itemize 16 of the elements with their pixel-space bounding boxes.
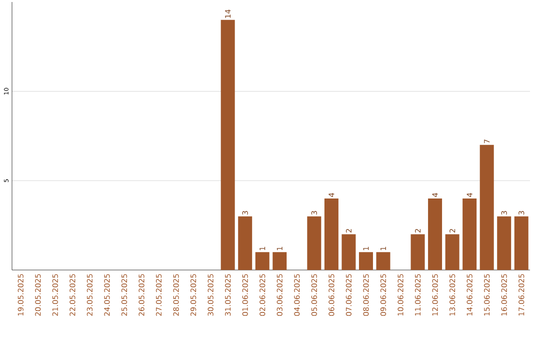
bar xyxy=(514,216,528,270)
bar xyxy=(342,234,356,270)
bar xyxy=(238,216,252,270)
bar xyxy=(445,234,460,270)
bar xyxy=(462,198,477,270)
bar xyxy=(358,252,373,270)
bar xyxy=(428,198,442,270)
bar xyxy=(480,144,494,270)
bar xyxy=(376,252,390,270)
bar xyxy=(272,252,287,270)
bar xyxy=(497,216,512,270)
bar xyxy=(307,216,322,270)
bar xyxy=(410,234,425,270)
bar xyxy=(255,252,270,270)
bar xyxy=(220,20,235,270)
bar xyxy=(324,198,338,270)
